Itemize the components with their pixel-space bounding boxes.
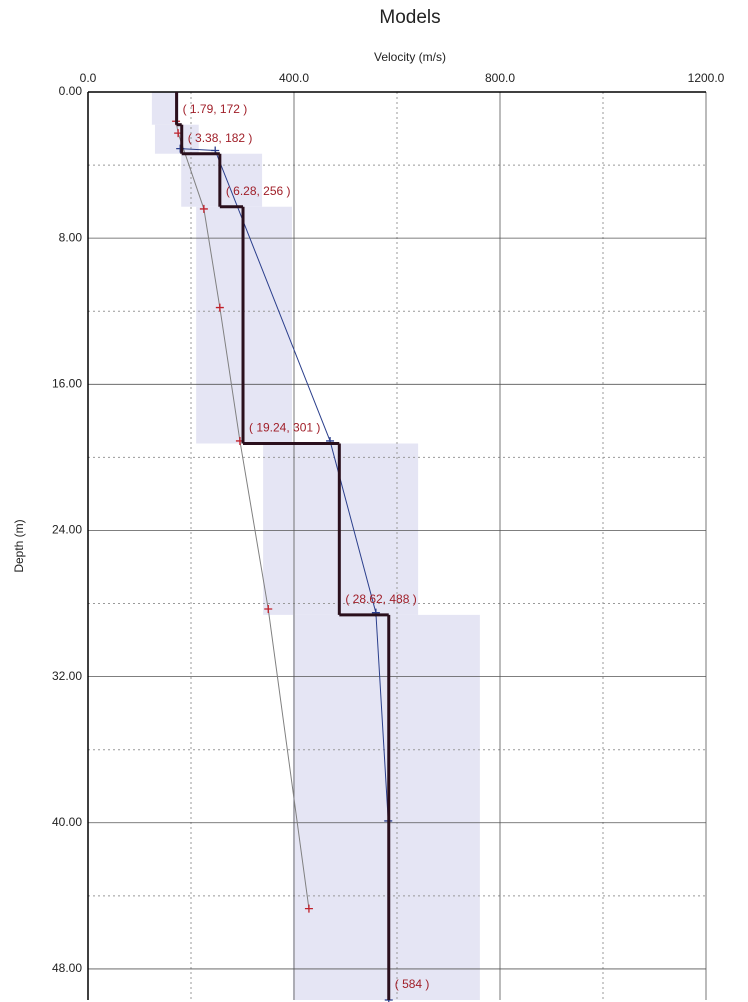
cross-marker [264,605,273,614]
layer-label: ( 3.38, 182 ) [188,131,253,145]
y-axis-label: Depth (m) [12,519,26,572]
y-tick-label: 48.00 [52,961,82,975]
x-tick-label: 800.0 [485,71,515,85]
layer-label: ( 1.79, 172 ) [183,102,248,116]
cross-marker [199,204,208,213]
layer-label: ( 6.28, 256 ) [226,184,291,198]
velocity-range [181,153,263,207]
layer-label: ( 19.24, 301 ) [249,421,320,435]
velocity-range [292,614,480,1000]
chart-title: Models [379,7,440,28]
x-tick-label: 0.0 [80,71,97,85]
layer-label: ( 28.62, 488 ) [345,592,416,606]
y-tick-label: 16.00 [52,376,82,390]
x-tick-label: 400.0 [279,71,309,85]
velocity-range [151,92,179,125]
cross-marker [215,303,224,312]
x-tick-label: 1200.0 [688,71,725,85]
x-axis-label: Velocity (m/s) [374,50,446,64]
cross-marker [304,904,313,913]
y-tick-label: 40.00 [52,815,82,829]
y-tick-label: 32.00 [52,669,82,683]
y-tick-label: 24.00 [52,523,82,537]
y-tick-label: 0.00 [59,84,83,98]
y-tick-label: 8.00 [59,230,83,244]
layer-label: ( 584 ) [395,977,430,991]
